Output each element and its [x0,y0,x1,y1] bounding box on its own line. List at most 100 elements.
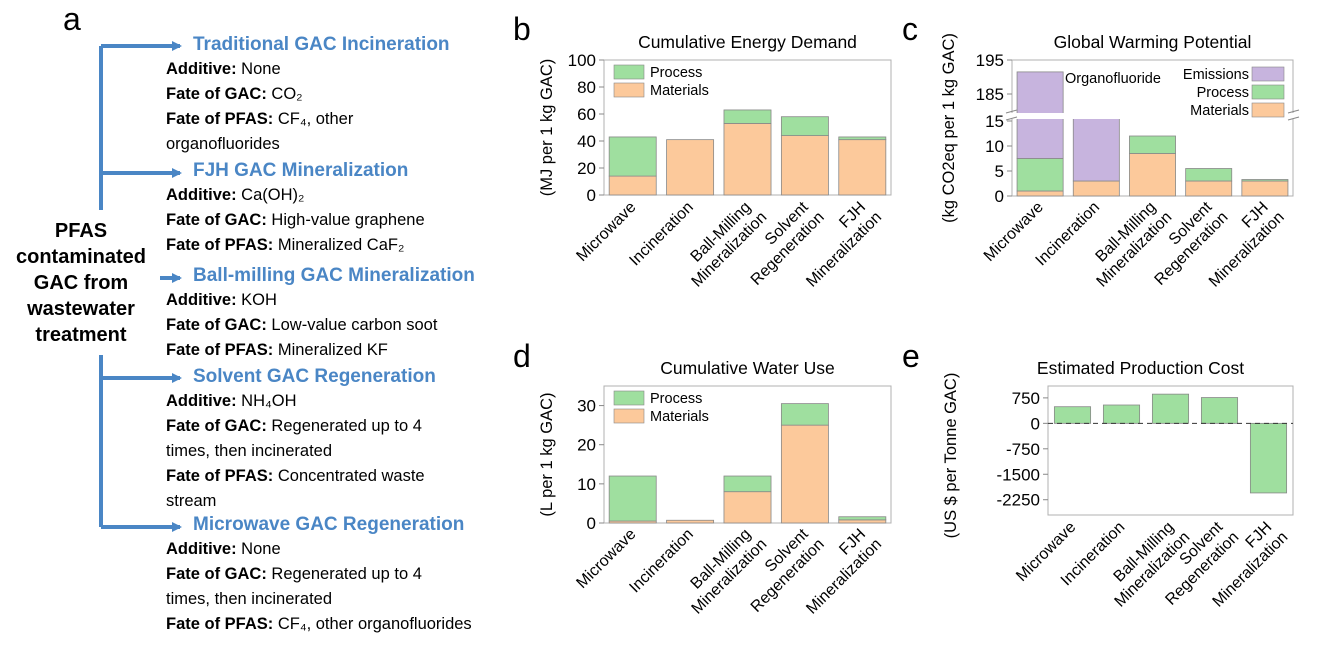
route-detail-key: Fate of GAC: [166,565,267,583]
axis-break-gap [1006,113,1299,119]
bar-segment-process [838,516,887,521]
route-detail-line: Additive: Ca(OH)₂ [166,185,304,205]
bar [1102,404,1141,424]
bar-segment-emissions [1072,114,1120,182]
route-detail-value: Mineralized KF [273,341,388,359]
legend-label: Materials [650,83,709,99]
route-detail-key: Additive: [166,291,237,309]
bar-segment-process [780,403,829,426]
bar-segment-materials [838,519,887,524]
route-detail-line: Additive: KOH [166,290,277,310]
bar-segment-materials [666,519,715,524]
root-line: GAC from [33,272,129,294]
panel-label-e: e [902,338,920,374]
y-axis-label: (US $ per Tonne GAC) [942,373,960,539]
y-tick-label: 195 [976,51,1004,70]
route-title: Ball-milling GAC Mineralization [193,265,475,286]
bar [1053,406,1092,424]
route-detail-line: Fate of PFAS: Concentrated waste [166,466,425,486]
bar-segment-process [838,136,887,141]
bar-segment-materials [780,424,829,524]
y-axis-label: (kg CO2eq per 1 kg GAC) [940,33,958,223]
y-tick-label: 185 [976,85,1004,104]
bar-segment-materials [838,139,887,196]
route-detail-value: CF₄, other organofluorides [273,615,472,633]
panel-label-d: d [513,338,531,374]
bar-segment-materials [1016,190,1064,197]
route-detail-line: Fate of PFAS: Mineralized CaF₂ [166,235,404,255]
route-detail-key: Additive: [166,186,237,204]
route-detail-value: organofluorides [166,135,280,153]
bar-segment-materials [780,135,829,196]
y-tick-label: 20 [577,436,596,455]
legend-swatch [1251,102,1285,118]
route-detail-key: Fate of GAC: [166,211,267,229]
y-tick-label: 60 [577,105,596,124]
y-tick-label: 750 [1012,389,1040,408]
route-detail-line: Fate of PFAS: CF₄, other organofluorides [166,614,472,634]
bar-segment-process [780,116,829,136]
y-tick-label: 0 [995,187,1004,206]
chart-title: Cumulative Energy Demand [638,32,857,52]
route-detail-line: times, then incinerated [166,589,332,609]
axis-break-mark [1287,116,1300,121]
y-tick-label: -2250 [997,491,1040,510]
flow-arrows [99,41,182,532]
route-detail-key: Fate of GAC: [166,85,267,103]
route-detail-line: Additive: None [166,59,281,79]
route-detail-line: Fate of GAC: High-value graphene [166,210,425,230]
plot-frame [1047,385,1294,516]
legend-swatch [1251,66,1285,82]
route-title: Microwave GAC Regeneration [193,514,465,535]
route-detail-value: Concentrated waste [273,467,425,485]
legend-swatch [613,64,645,80]
axis-break-mark [1005,109,1018,114]
y-axis-label: (L per 1 kg GAC) [538,392,556,516]
root-line: PFAS [54,220,108,242]
route-detail-line: Fate of GAC: CO₂ [166,84,303,104]
chart-title: Global Warming Potential [1054,32,1252,52]
route-detail-value: Regenerated up to 4 [266,565,422,583]
y-tick-label: 10 [577,475,596,494]
legend-label: Process [1197,85,1249,101]
flow-root-label: PFAS contaminated GAC from wastewater tr… [0,218,162,348]
route-detail-key: Fate of PFAS: [166,467,274,485]
route-detail-value: CO₂ [266,85,303,103]
legend-swatch [1251,84,1285,100]
legend-label: Emissions [1183,67,1249,83]
bar-segment-materials [666,139,715,196]
bar [1200,397,1239,424]
bar-segment-process [608,475,657,522]
route-detail-value: None [236,60,281,78]
bar-segment-process [723,109,772,124]
route-detail-key: Additive: [166,392,237,410]
legend-label: Materials [650,409,709,425]
route-title: Solvent GAC Regeneration [193,366,436,387]
panel-label-c: c [902,11,918,47]
y-tick-label: 80 [577,78,596,97]
legend-swatch [613,408,645,424]
route-detail-value: High-value graphene [266,211,425,229]
route-detail-line: stream [166,491,216,511]
route-detail-value: Mineralized CaF₂ [273,236,405,254]
route-detail-value: Ca(OH)₂ [236,186,305,204]
route-detail-value: None [236,540,281,558]
bar-segment-process [723,475,772,493]
y-tick-label: 30 [577,397,596,416]
route-detail-line: Fate of GAC: Regenerated up to 4 [166,564,422,584]
route-detail-key: Fate of GAC: [166,316,267,334]
y-tick-label: 0 [587,186,596,205]
axis-break-mark [1005,116,1018,121]
y-tick-label: 100 [568,51,596,70]
y-tick-label: 0 [587,514,596,533]
bar-segment-materials [723,491,772,524]
y-tick-label: 20 [577,159,596,178]
root-line: treatment [35,324,127,346]
bar-segment-process [1241,179,1289,182]
y-tick-label: -750 [1006,440,1040,459]
y-axis-label: (MJ per 1 kg GAC) [538,59,556,197]
route-title: Traditional GAC Incineration [193,34,450,55]
bar [1249,422,1288,494]
legend-label: Process [650,65,702,81]
